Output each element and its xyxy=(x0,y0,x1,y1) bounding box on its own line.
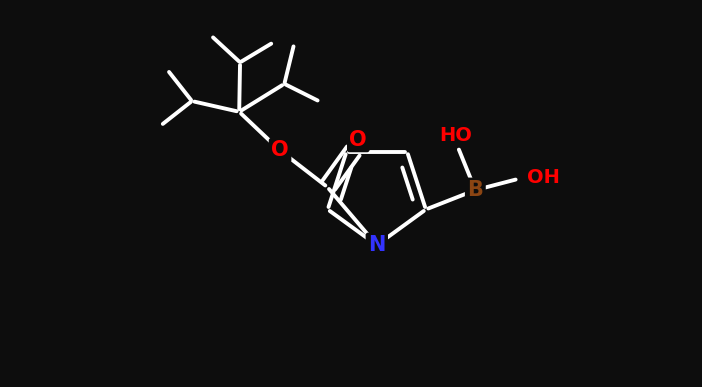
Text: O: O xyxy=(271,140,289,161)
Text: O: O xyxy=(350,130,367,150)
Text: B: B xyxy=(468,180,483,200)
Text: N: N xyxy=(368,235,385,255)
Text: HO: HO xyxy=(439,126,472,145)
Text: OH: OH xyxy=(527,168,559,187)
